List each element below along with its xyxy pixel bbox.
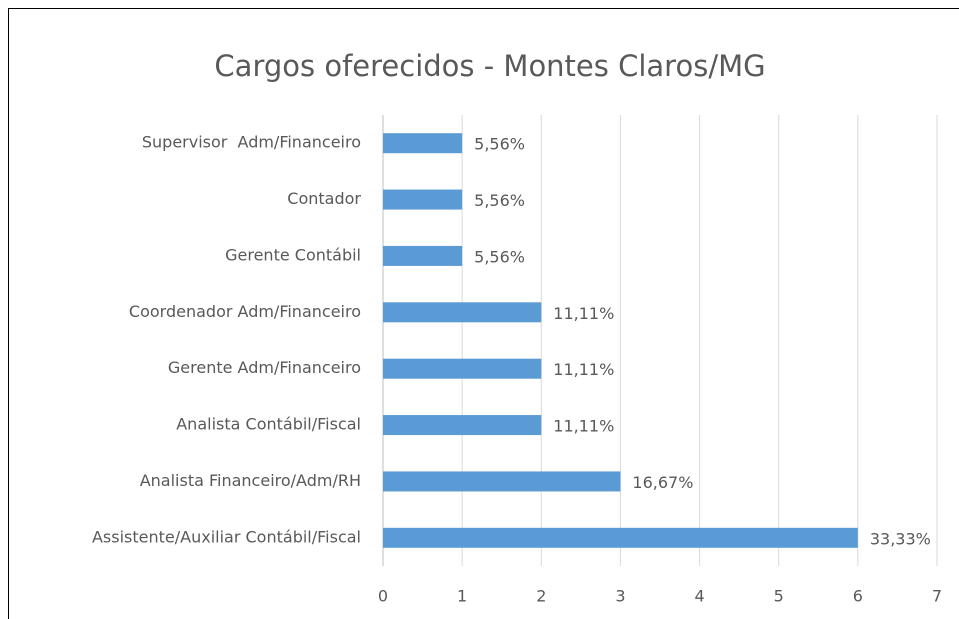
data-label: 5,56% (474, 135, 525, 154)
y-tick-label: Gerente Contábil (225, 245, 361, 264)
bar (383, 302, 542, 323)
y-tick-label: Assistente/Auxiliar Contábil/Fiscal (92, 527, 361, 546)
data-label: 11,11% (553, 360, 614, 379)
y-tick-label: Coordenador Adm/Financeiro (129, 302, 361, 321)
data-label: 16,67% (632, 473, 693, 492)
x-tick-label: 2 (536, 587, 546, 606)
x-tick-label: 7 (932, 587, 942, 606)
x-tick-label: 4 (694, 587, 704, 606)
bar (383, 133, 463, 154)
data-label: 11,11% (553, 417, 614, 436)
y-tick-label: Analista Contábil/Fiscal (176, 415, 361, 434)
data-label: 11,11% (553, 304, 614, 323)
y-tick-label: Supervisor Adm/Financeiro (142, 133, 361, 152)
bar (383, 189, 463, 210)
x-tick-label: 3 (615, 587, 625, 606)
bar (383, 358, 542, 379)
y-tick-label: Gerente Adm/Financeiro (168, 358, 361, 377)
bar (383, 527, 858, 548)
x-tick-label: 5 (774, 587, 784, 606)
data-label: 5,56% (474, 191, 525, 210)
y-tick-label: Contador (287, 189, 361, 208)
y-tick-label: Analista Financeiro/Adm/RH (140, 471, 361, 490)
bar (383, 415, 542, 436)
x-tick-label: 0 (378, 587, 388, 606)
bar (383, 245, 463, 266)
x-tick-label: 6 (853, 587, 863, 606)
chart-title: Cargos oferecidos - Montes Claros/MG (214, 49, 765, 83)
bar (383, 471, 621, 492)
x-tick-label: 1 (457, 587, 467, 606)
data-label: 5,56% (474, 247, 525, 266)
data-label: 33,33% (870, 529, 931, 548)
